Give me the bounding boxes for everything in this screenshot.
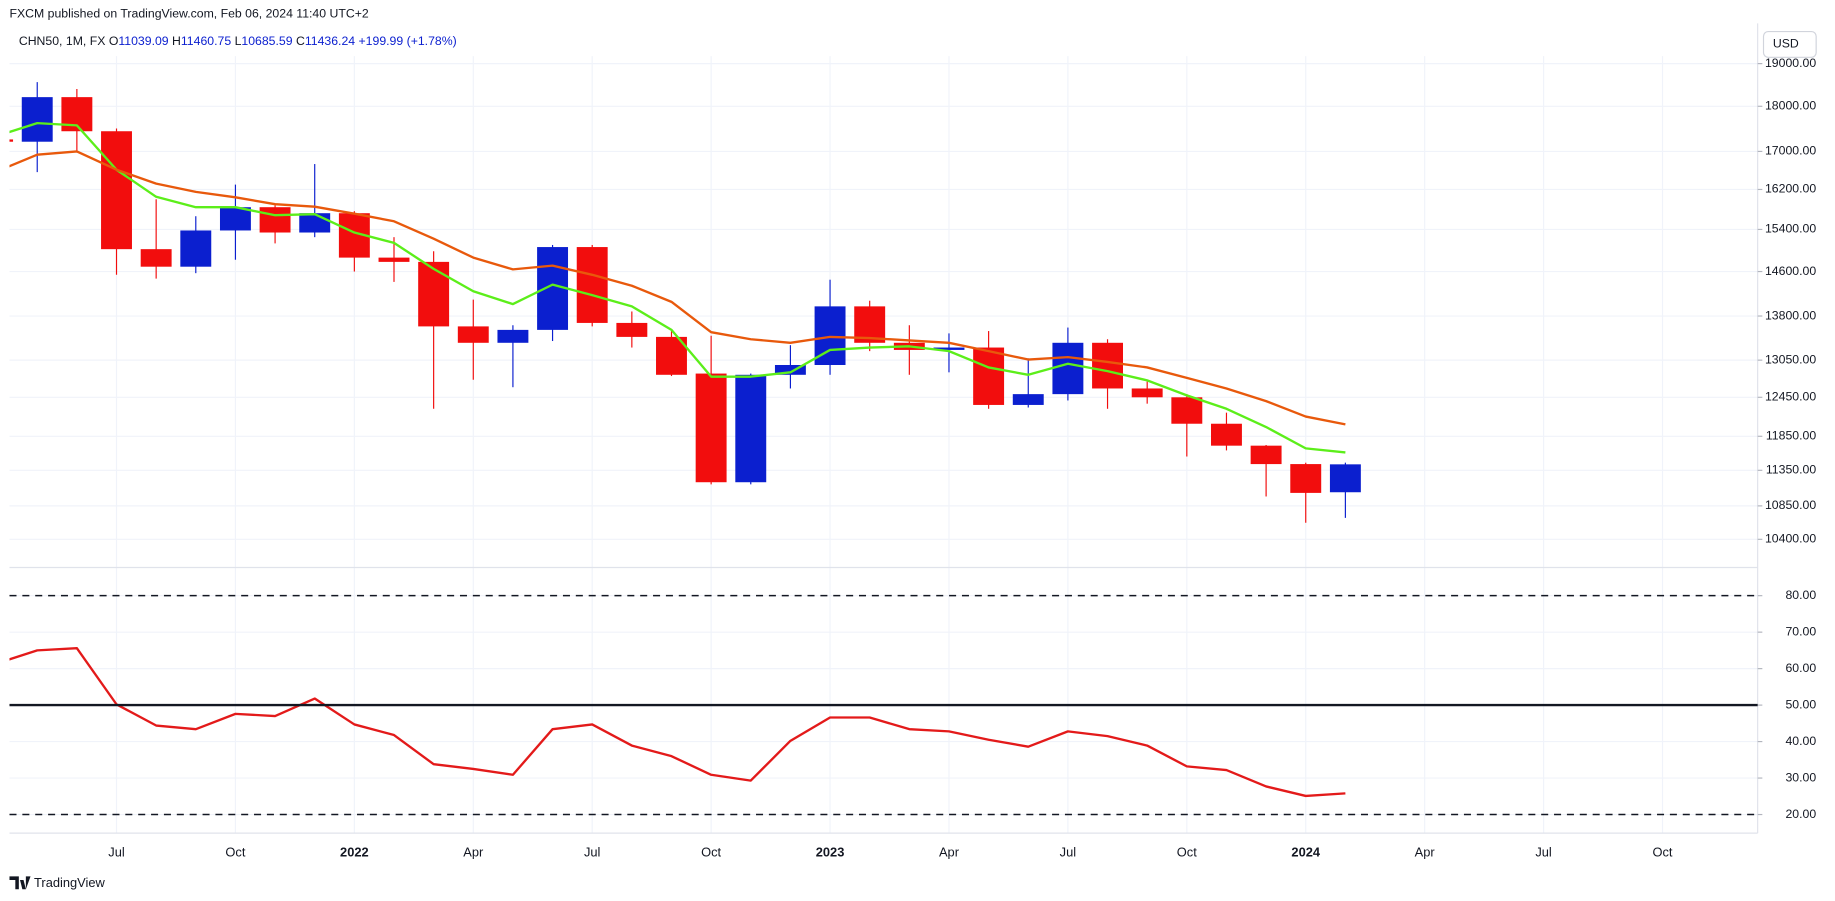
change: +199.99 (+1.78%) [359,34,457,48]
candle-body [259,207,291,233]
x-tick-label: 2022 [340,844,369,859]
candle-body [1131,388,1163,398]
y-tick-label: 13050.00 [1765,352,1816,366]
x-tick-label: Oct [1177,844,1197,859]
symbol: CHN50, 1M, FX [19,34,106,48]
price-pane [9,82,1361,523]
currency-label: USD [1773,37,1799,51]
candle-body [9,139,14,142]
y-tick-label: 10850.00 [1765,498,1816,512]
x-tick-label: Apr [939,844,960,859]
ohlc-label: O [109,34,119,48]
logo-icon [9,876,31,890]
candle-body [1171,397,1203,424]
candle-body [299,213,331,233]
axis-layer: Jul Oct 2022 Apr Jul Oct 2023 Apr Jul Oct 2024 Apr J… [9,56,1816,859]
x-tick-label: Oct [225,844,245,859]
x-tick-label: Oct [701,844,721,859]
y-tick-label: 10400.00 [1765,532,1816,546]
y-tick-label: 11350.00 [1766,463,1816,477]
candle-body [219,207,251,231]
x-tick-label: Oct [1653,844,1673,859]
candle-body [1211,423,1242,446]
y-tick-label: 60.00 [1785,661,1816,675]
brand: TradingView [34,875,105,890]
y-tick-label: 30.00 [1785,770,1816,784]
candle-body [1290,464,1322,493]
y-tick-label: 15400.00 [1765,222,1816,236]
candle-body [457,326,489,343]
candle-body [616,322,648,337]
candle-body [1052,342,1084,395]
ohlc-label: L [235,34,242,48]
candle-body [21,97,53,142]
candle-body [774,364,806,375]
candle-body [735,374,767,483]
ohlc-label: H [172,34,181,48]
y-tick-label: 40.00 [1785,734,1816,748]
candle-body [933,347,965,350]
candle-body [973,347,1005,405]
ohlc-value: 11460.75 [181,34,231,48]
rsi-pane [9,647,1346,798]
candle-body [1250,445,1282,465]
ohlc-value: 11436.24 [305,34,355,48]
y-tick-label: 14600.00 [1765,264,1816,278]
y-tick-label: 13800.00 [1765,308,1816,322]
candle-body [576,247,608,323]
x-tick-label: 2023 [816,844,845,859]
series-line [9,647,1346,798]
x-tick-label: Apr [463,844,484,859]
x-tick-label: Jul [584,844,600,859]
candle-body [180,230,212,267]
x-tick-label: Apr [1415,844,1436,859]
y-tick-label: 11850.00 [1766,429,1816,443]
series-line [9,121,1346,454]
series-line [9,150,1346,426]
candle-body [418,261,450,327]
candle-body [695,373,727,483]
x-tick-label: Jul [1060,844,1076,859]
candle-body [1092,342,1123,389]
ohlc-value: 11039.09 [118,34,168,48]
candle-body [140,249,172,267]
y-tick-label: 12450.00 [1765,390,1816,404]
y-tick-label: 17000.00 [1765,144,1816,158]
y-tick-label: 16200.00 [1765,182,1816,196]
ohlc-value: 10685.59 [241,34,292,48]
y-tick-label: 19000.00 [1765,56,1816,70]
ohlc-label: C [296,34,305,48]
tradingview-logo: TradingView [9,875,106,890]
x-tick-label: 2024 [1291,844,1320,859]
y-tick-label: 18000.00 [1765,99,1816,113]
y-tick-label: 70.00 [1785,624,1816,638]
candle-body [1012,394,1044,405]
candle-body [497,329,529,343]
x-tick-label: Jul [1535,844,1551,859]
published-note: FXCM published on TradingView.com, Feb 0… [9,6,368,20]
candle-body [101,131,132,250]
y-tick-label: 20.00 [1785,807,1816,821]
x-tick-label: Jul [108,844,124,859]
y-tick-label: 80.00 [1785,588,1816,602]
y-tick-label: 50.00 [1785,697,1816,711]
currency-button[interactable] [1762,31,1817,58]
candle-body [1329,464,1361,493]
symbol-legend: CHN50, 1M, FX O11039.09 H11460.75 L10685… [19,34,457,48]
candle-body [378,257,410,262]
